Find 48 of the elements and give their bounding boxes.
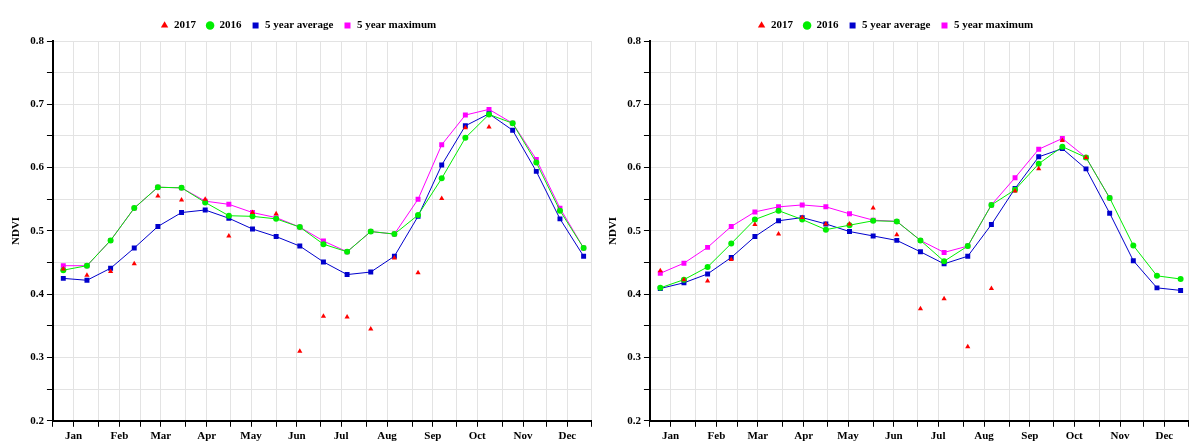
x-tick-label: Aug <box>377 429 398 442</box>
y-tick-label: 0.6 <box>30 160 45 173</box>
x-tick-label: Apr <box>197 429 217 442</box>
x-tick-label: Oct <box>1065 429 1084 442</box>
x-tick-label: Dec <box>1155 429 1174 442</box>
legend-label: 5 year maximum <box>356 18 437 31</box>
y-tick-label: 0.4 <box>30 287 45 300</box>
x-tick-label: Oct <box>468 429 487 442</box>
y-tick-label: 0.2 <box>30 413 45 426</box>
y-tick-label: 0.6 <box>627 160 642 173</box>
y-tick-label: 0.3 <box>627 350 642 363</box>
x-tick-label: Sep <box>1021 429 1039 442</box>
legend-label: 5 year average <box>862 18 931 31</box>
y-tick-label: 0.7 <box>627 97 642 110</box>
x-tick-label: Sep <box>424 429 442 442</box>
y-tick-label: 0.4 <box>627 287 642 300</box>
x-tick-label: May <box>240 429 263 442</box>
x-tick-label: Feb <box>707 429 726 442</box>
y-tick-label: 0.7 <box>30 97 45 110</box>
x-tick-label: Nov <box>1110 429 1130 442</box>
y-tick-label: 0.5 <box>627 223 642 236</box>
x-tick-label: Nov <box>513 429 533 442</box>
x-tick-label: Aug <box>974 429 995 442</box>
legend-label: 5 year average <box>265 18 334 31</box>
x-tick-label: Dec <box>558 429 577 442</box>
legend-label: 5 year maximum <box>953 18 1034 31</box>
x-tick-label: Jan <box>65 429 83 442</box>
legend-label: 2017 <box>174 18 197 31</box>
y-axis-title: NDVI <box>606 216 619 245</box>
x-tick-label: Mar <box>150 429 172 442</box>
x-tick-label: May <box>837 429 860 442</box>
x-tick-label: Jul <box>333 429 349 442</box>
x-tick-label: Jan <box>662 429 680 442</box>
y-tick-label: 0.5 <box>30 223 45 236</box>
x-tick-label: Apr <box>794 429 814 442</box>
y-tick-label: 0.2 <box>627 413 642 426</box>
x-tick-label: Jun <box>287 429 306 442</box>
legend-label: 2017 <box>771 18 794 31</box>
y-tick-label: 0.8 <box>627 33 642 46</box>
x-tick-label: Mar <box>747 429 769 442</box>
x-tick-label: Feb <box>110 429 129 442</box>
y-tick-label: 0.3 <box>30 350 45 363</box>
x-tick-label: Jun <box>884 429 903 442</box>
y-tick-label: 0.8 <box>30 33 45 46</box>
x-tick-label: Jul <box>930 429 946 442</box>
y-axis-title: NDVI <box>9 216 22 245</box>
legend-label: 2016 <box>816 18 840 31</box>
legend-label: 2016 <box>219 18 243 31</box>
